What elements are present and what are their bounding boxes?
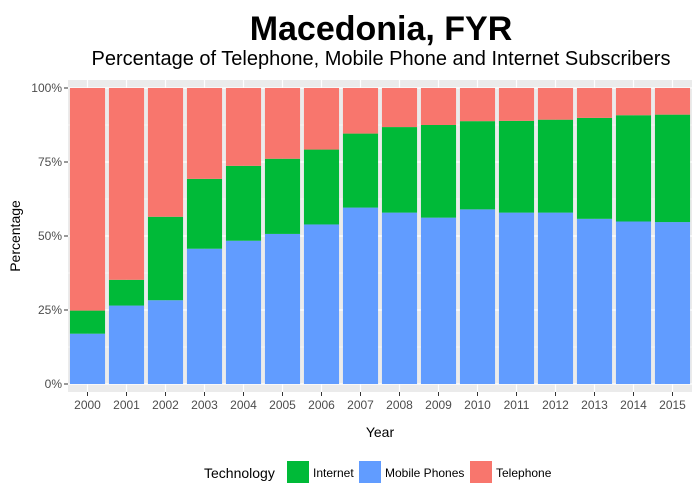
legend-swatch-telephone <box>470 461 492 483</box>
bar-mobile-phones-2015 <box>654 222 691 384</box>
bar-internet-2014 <box>615 115 652 222</box>
bar-internet-2012 <box>537 119 574 213</box>
chart-subtitle: Percentage of Telephone, Mobile Phone an… <box>92 48 671 70</box>
bar-mobile-phones-2003 <box>186 248 223 384</box>
bar-telephone-2013 <box>576 88 613 118</box>
bar-mobile-phones-2008 <box>381 212 418 384</box>
bar-mobile-phones-2014 <box>615 221 652 384</box>
bar-telephone-2004 <box>225 88 262 166</box>
bar-mobile-phones-2013 <box>576 218 613 384</box>
bar-telephone-2003 <box>186 88 223 179</box>
bar-telephone-2014 <box>615 88 652 116</box>
bar-mobile-phones-2002 <box>147 300 184 384</box>
bar-telephone-2001 <box>108 88 145 280</box>
x-tick-label: 2007 <box>347 398 374 412</box>
bar-telephone-2010 <box>459 88 496 122</box>
legend-label: Telephone <box>496 466 552 480</box>
bar-internet-2010 <box>459 121 496 210</box>
x-tick-label: 2015 <box>659 398 686 412</box>
bar-telephone-2012 <box>537 88 574 120</box>
bar-mobile-phones-2004 <box>225 240 262 384</box>
legend-label: Mobile Phones <box>385 466 464 480</box>
bar-internet-2015 <box>654 114 691 223</box>
x-tick-label: 2008 <box>386 398 413 412</box>
bar-internet-2002 <box>147 216 184 301</box>
x-axis: 2000 2001 2002 2003 2004 2005 2006 2007 2008 2009… <box>74 392 686 412</box>
x-tick-label: 2006 <box>308 398 335 412</box>
x-tick-label: 2013 <box>581 398 608 412</box>
x-tick-label: 2002 <box>152 398 179 412</box>
bar-telephone-2005 <box>264 88 301 159</box>
bar-mobile-phones-2000 <box>69 333 106 384</box>
bar-internet-2011 <box>498 120 535 213</box>
x-tick-label: 2000 <box>74 398 101 412</box>
bar-telephone-2000 <box>69 88 106 311</box>
y-tick-label: 100% <box>31 81 62 95</box>
x-tick-label: 2005 <box>269 398 296 412</box>
y-tick-label: 75% <box>38 155 62 169</box>
x-axis-title: Year <box>366 424 395 440</box>
bar-telephone-2006 <box>303 88 340 150</box>
bar-internet-2007 <box>342 133 379 208</box>
x-tick-label: 2011 <box>504 398 530 412</box>
bars-group <box>69 88 691 384</box>
bar-telephone-2008 <box>381 88 418 128</box>
bar-internet-2003 <box>186 178 223 249</box>
legend: Technology Internet Mobile Phones Telephon… <box>204 461 552 483</box>
bar-mobile-phones-2006 <box>303 224 340 384</box>
chart-title: Macedonia, FYR <box>250 10 513 48</box>
x-tick-label: 2004 <box>230 398 257 412</box>
bar-mobile-phones-2012 <box>537 212 574 384</box>
bar-internet-2008 <box>381 127 418 213</box>
x-tick-label: 2001 <box>113 398 140 412</box>
bar-telephone-2002 <box>147 88 184 217</box>
bar-telephone-2011 <box>498 88 535 121</box>
bar-internet-2005 <box>264 158 301 234</box>
bar-mobile-phones-2001 <box>108 305 145 384</box>
bar-telephone-2015 <box>654 88 691 115</box>
bar-internet-2013 <box>576 117 613 219</box>
legend-title: Technology <box>204 465 275 481</box>
y-tick-label: 25% <box>38 303 62 317</box>
y-tick-label: 0% <box>45 377 63 391</box>
bar-internet-2004 <box>225 165 262 241</box>
bar-internet-2000 <box>69 310 106 334</box>
y-axis: 0% 25% 50% 75% 100% <box>31 81 68 391</box>
y-tick-label: 50% <box>38 229 62 243</box>
bar-internet-2009 <box>420 125 457 218</box>
x-tick-label: 2003 <box>191 398 218 412</box>
legend-label: Internet <box>313 466 354 480</box>
bar-telephone-2009 <box>420 88 457 125</box>
bar-mobile-phones-2005 <box>264 233 301 384</box>
x-tick-label: 2014 <box>620 398 647 412</box>
bar-internet-2001 <box>108 279 145 306</box>
legend-swatch-internet <box>287 461 309 483</box>
y-axis-title: Percentage <box>7 200 23 272</box>
bar-mobile-phones-2009 <box>420 217 457 384</box>
x-tick-label: 2012 <box>542 398 569 412</box>
bar-mobile-phones-2010 <box>459 209 496 384</box>
bar-mobile-phones-2011 <box>498 212 535 384</box>
bar-telephone-2007 <box>342 88 379 134</box>
legend-swatch-mobile-phones <box>359 461 381 483</box>
x-tick-label: 2009 <box>425 398 452 412</box>
x-tick-label: 2010 <box>464 398 491 412</box>
bar-mobile-phones-2007 <box>342 207 379 384</box>
bar-internet-2006 <box>303 149 340 225</box>
